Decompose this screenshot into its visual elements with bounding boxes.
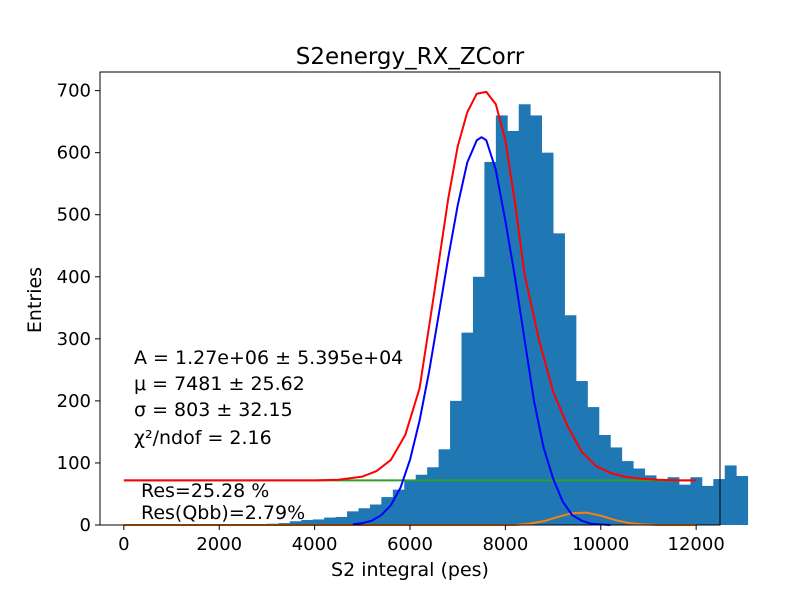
x-tick-label: 2000 [196,534,242,555]
histogram-bar [633,468,646,525]
histogram-bar [461,332,474,525]
x-tick-label: 4000 [292,534,338,555]
fit-peak2-curve [123,511,697,526]
histogram-bars [266,104,749,526]
y-tick-label: 500 [57,205,91,226]
x-tick-label: 10000 [572,534,629,555]
histogram-bar [701,485,714,525]
histogram-bar [541,152,554,526]
x-tick-label: 8000 [482,534,528,555]
histogram-bar [484,161,497,526]
histogram-bar [438,449,451,525]
y-tick-label: 0 [80,515,91,536]
histogram-bar [301,520,314,525]
fit-total-curve [123,90,697,482]
y-tick-label: 400 [57,267,91,288]
histogram-bar [564,315,577,525]
fit-chi2-text: χ²/ndof = 2.16 [134,427,272,449]
histogram-bar [358,508,371,525]
histogram-bar [392,489,405,525]
y-axis-ticks: 0 100 200 300 400 500 600 700 [57,81,100,536]
y-tick-label: 200 [57,391,91,412]
histogram-bar [724,465,737,525]
histogram-bar [678,484,691,525]
histogram-bar [736,475,749,525]
x-tick-label: 0 [118,534,129,555]
histogram-bar [507,130,520,525]
y-tick-label: 700 [57,81,91,102]
histogram-bar [610,447,623,525]
histogram-bar [656,479,668,525]
y-tick-label: 600 [57,143,91,164]
y-tick-label: 100 [57,453,91,474]
histogram-bar [450,400,462,525]
y-tick-label: 300 [57,329,91,350]
histogram-bar [713,479,726,525]
fit-signal-curve [352,136,611,526]
histogram-bar [404,480,417,525]
histogram-bar [347,511,359,525]
histogram-bar [518,104,531,526]
fit-sigma-text: σ = 803 ± 32.15 [134,399,293,421]
histogram-bar [324,517,336,525]
fit-mean-text: μ = 7481 ± 25.62 [134,373,305,395]
x-tick-label: 6000 [387,534,433,555]
histogram-bar [381,497,394,525]
x-axis-label: S2 integral (pes) [331,559,489,581]
histogram-bar [530,115,543,525]
histogram-bar [415,474,428,525]
resolution-qbb-text: Res(Qbb)=2.79% [141,502,305,524]
histogram-bar [621,461,634,525]
fit-curves [123,90,697,526]
histogram-bar [289,521,302,525]
resolution-text: Res=25.28 % [141,480,269,502]
fit-amplitude-text: A = 1.27e+06 ± 5.395e+04 [134,347,403,369]
histogram-bar [553,233,565,525]
histogram-bar [690,477,703,525]
histogram-bar [644,475,657,525]
histogram-bar [312,519,325,525]
histogram-bar [369,504,382,525]
histogram-bar [472,276,485,525]
histogram-bar [427,467,440,525]
x-tick-label: 12000 [668,534,725,555]
chart-title: S2energy_RX_ZCorr [296,44,525,70]
histogram-bar [495,115,508,525]
y-axis-label: Entries [24,267,46,333]
histogram-bar [587,407,600,525]
histogram-bar [335,516,348,525]
histogram-bar [667,477,680,525]
x-axis-ticks: 0 2000 4000 6000 8000 10000 12000 [118,525,725,555]
